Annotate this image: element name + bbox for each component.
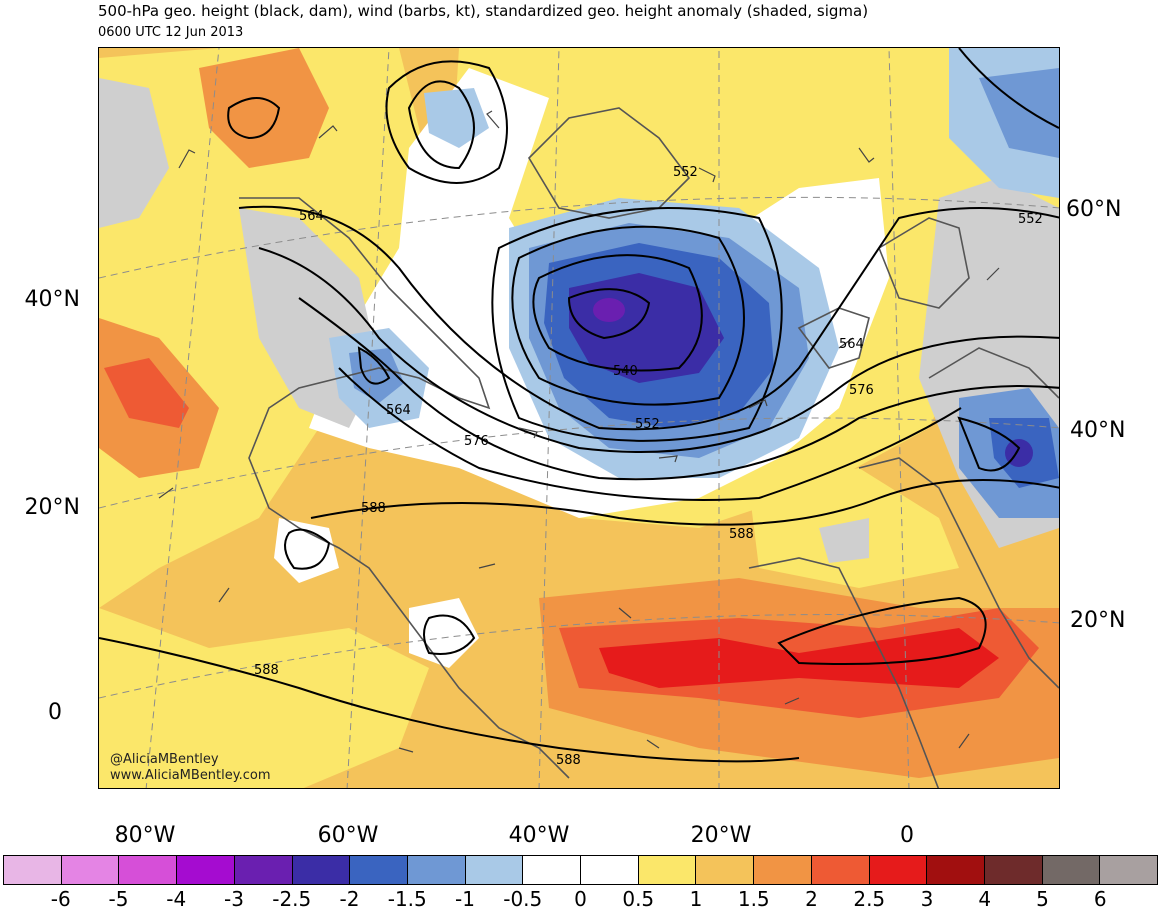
- contour-label: 588: [729, 527, 754, 542]
- map-panel: 564 564 552 540 552 576 552 564 576 588 …: [98, 47, 1060, 789]
- colorbar-tick-label: 4: [978, 887, 992, 911]
- lat-label-left: 0: [48, 700, 62, 725]
- lon-label: 40°W: [508, 823, 570, 848]
- colorbar-tick-label: -3: [224, 887, 244, 911]
- lat-label-right: 20°N: [1070, 608, 1126, 633]
- colorbar-tick-label: -4: [166, 887, 187, 911]
- colorbar-swatch: [696, 856, 755, 884]
- colorbar-tick-label: 3: [920, 887, 934, 911]
- colorbar-swatch: [811, 856, 870, 884]
- colorbar-swatch: [523, 856, 582, 884]
- colorbar-swatch: [927, 856, 985, 884]
- wind-barbs: [158, 110, 1000, 753]
- colorbar-swatch: [1100, 856, 1158, 884]
- credit-url: www.AliciaMBentley.com: [110, 768, 271, 783]
- contour-label: 552: [635, 417, 660, 432]
- colorbar-swatch: [638, 856, 697, 884]
- colorbar-swatch: [350, 856, 408, 884]
- map-title: 500-hPa geo. height (black, dam), wind (…: [98, 2, 869, 20]
- graticule: [99, 48, 1059, 788]
- colorbar-swatch: [292, 856, 351, 884]
- contour-label: 564: [839, 337, 864, 352]
- contour-label: 564: [386, 403, 411, 418]
- colorbar-tick-label: 1.5: [737, 887, 770, 911]
- colorbar-tick-label: 1: [689, 887, 703, 911]
- map-canvas: 564 564 552 540 552 576 552 564 576 588 …: [99, 48, 1059, 788]
- colorbar-tick-label: 0: [574, 887, 587, 911]
- contour-label: 588: [556, 753, 581, 768]
- lon-label: 0: [900, 823, 914, 848]
- lat-label-left: 20°N: [24, 495, 80, 520]
- colorbar-swatch: [465, 856, 524, 884]
- valid-time: 0600 UTC 12 Jun 2013: [98, 25, 244, 40]
- contour-label: 588: [361, 501, 386, 516]
- colorbar-swatch: [869, 856, 928, 884]
- colorbar-tick-label: 2.5: [853, 887, 886, 911]
- colorbar: [3, 855, 1158, 885]
- coastlines: [239, 107, 1059, 788]
- contour-label: 540: [613, 364, 638, 379]
- contour-label: 552: [673, 165, 698, 180]
- height-contours: [99, 48, 1059, 763]
- colorbar-tick-label: 0.5: [622, 887, 655, 911]
- colorbar-swatch: [581, 856, 639, 884]
- lat-label-right: 60°N: [1066, 197, 1122, 222]
- contour-label: 588: [254, 663, 279, 678]
- contour-label: 564: [299, 209, 324, 224]
- colorbar-swatch: [177, 856, 235, 884]
- colorbar-swatch: [234, 856, 293, 884]
- lon-label: 80°W: [114, 823, 176, 848]
- colorbar-tick-label: -2: [339, 887, 360, 911]
- colorbar-swatch: [1042, 856, 1101, 884]
- colorbar-tick-label: -1: [455, 887, 475, 911]
- credit-handle: @AliciaMBentley: [110, 752, 219, 767]
- contour-label: 552: [1018, 212, 1043, 227]
- lon-label: 20°W: [690, 823, 752, 848]
- contour-label: 576: [464, 434, 489, 449]
- lat-label-right: 40°N: [1070, 418, 1126, 443]
- colorbar-swatch: [119, 856, 178, 884]
- lat-label-left: 40°N: [24, 287, 80, 312]
- colorbar-tick-label: -5: [108, 887, 129, 911]
- colorbar-swatch: [4, 856, 62, 884]
- contour-label: 576: [849, 383, 874, 398]
- colorbar-tick-label: -1.5: [387, 887, 427, 911]
- colorbar-swatch: [984, 856, 1043, 884]
- colorbar-swatch: [754, 856, 812, 884]
- colorbar-swatch: [407, 856, 466, 884]
- colorbar-tick-label: 2: [805, 887, 818, 911]
- colorbar-tick-label: -2.5: [272, 887, 312, 911]
- colorbar-tick-label: 6: [1093, 887, 1107, 911]
- colorbar-swatch: [61, 856, 120, 884]
- lon-label: 60°W: [317, 823, 379, 848]
- colorbar-tick-label: 5: [1036, 887, 1049, 911]
- colorbar-tick-label: -0.5: [503, 887, 543, 911]
- colorbar-tick-label: -6: [50, 887, 71, 911]
- contour-label-group: 564 564 552 540 552 576 552 564 576 588 …: [254, 165, 1043, 768]
